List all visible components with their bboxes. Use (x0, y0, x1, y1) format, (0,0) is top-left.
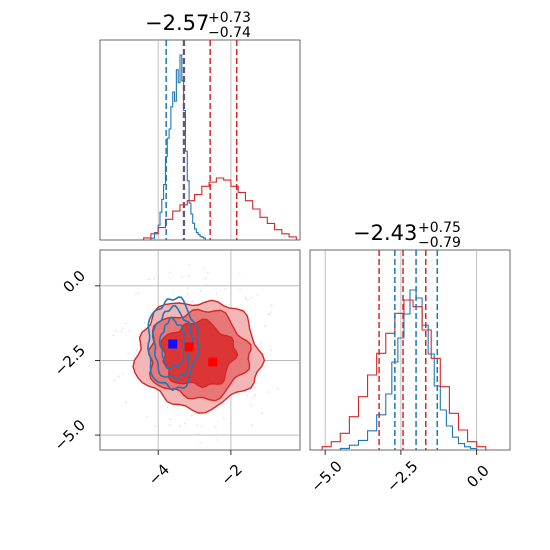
y-tick-label: −5.0 (51, 416, 89, 454)
scatter-point (230, 422, 233, 424)
contour-level-blue-1 (151, 304, 195, 381)
x-tick-label: −5.0 (307, 457, 345, 495)
scatter-point (270, 311, 272, 313)
panel-title-upper: +0.73 (208, 10, 251, 26)
scatter-point (143, 321, 146, 324)
scatter-point (251, 424, 253, 427)
scatter-point (166, 406, 169, 409)
scatter-point (188, 263, 191, 266)
panel-frame (99, 39, 301, 241)
scatter-point (183, 422, 186, 425)
scatter-point (214, 426, 217, 428)
scatter-point (201, 425, 203, 427)
panel-title-lower: −0.74 (208, 25, 251, 41)
panel-top-left: −2.57 +0.73 −0.74 (99, 10, 301, 241)
scatter-point (122, 372, 124, 375)
scatter-point (186, 293, 189, 295)
scatter-point (247, 298, 249, 301)
scatter-point (127, 352, 130, 355)
scatter-point (222, 417, 225, 419)
panel-title-upper: +0.75 (418, 220, 461, 236)
scatter-point (128, 330, 131, 333)
histogram-series-0 (150, 54, 210, 240)
scatter-point (181, 275, 183, 278)
scatter-point (178, 425, 181, 427)
scatter-point (186, 287, 189, 289)
scatter-point (169, 418, 171, 420)
scatter-point (124, 401, 127, 404)
marker-square (168, 339, 178, 349)
scatter-point (118, 375, 120, 377)
histogram-series-1 (313, 299, 490, 450)
scatter-point (254, 387, 257, 389)
scatter-point (260, 341, 262, 343)
scatter-point (276, 387, 279, 390)
scatter-point (270, 349, 272, 352)
scatter-point (216, 439, 219, 441)
x-tick-label: −2 (217, 461, 245, 489)
scatter-point (246, 394, 248, 397)
contour-level-blue-0 (147, 296, 201, 392)
marker-square (208, 357, 218, 367)
scatter-point (125, 322, 127, 325)
scatter-point (250, 296, 253, 299)
scatter-point (268, 391, 270, 393)
panel-bottom-right: −5.0 −2.5 0.0 −2.43 +0.75 −0.79 (307, 220, 511, 496)
x-tick-label: −2.5 (383, 457, 421, 495)
scatter-point (239, 288, 242, 291)
contour-level-blue-2 (158, 316, 187, 370)
scatter-point (238, 272, 241, 275)
scatter-point (260, 370, 262, 372)
scatter-point (153, 278, 156, 280)
scatter-point (264, 325, 267, 327)
scatter-point (121, 327, 124, 330)
scatter-point (191, 300, 194, 303)
scatter-point (199, 442, 201, 444)
scatter-point (203, 267, 205, 270)
scatter-point (114, 379, 116, 382)
y-tick-label: 0.0 (59, 267, 89, 297)
scatter-point (197, 433, 200, 435)
scatter-point (200, 290, 202, 292)
scatter-point (205, 277, 207, 279)
panel-title-value: −2.43 (353, 221, 417, 245)
scatter-point (169, 271, 172, 274)
panel-bottom-left: −4 −2 0.0 −2.5 −5.0 (51, 249, 301, 489)
y-tick-label: −2.5 (51, 341, 89, 379)
scatter-point (249, 404, 252, 407)
scatter-point (146, 415, 148, 418)
scatter-point (114, 330, 117, 332)
scatter-point (207, 271, 209, 274)
histogram-series-0 (331, 289, 481, 450)
scatter-point (187, 275, 190, 278)
scatter-point (191, 414, 193, 417)
x-tick-label: −4 (145, 461, 173, 489)
scatter-point (196, 424, 198, 427)
panel-frame (309, 249, 511, 451)
panel-title-lower: −0.79 (418, 235, 461, 251)
scatter-point (244, 296, 247, 299)
scatter-point (224, 287, 227, 290)
scatter-point (205, 284, 208, 286)
scatter-point (148, 278, 150, 281)
x-tick-label: 0.0 (463, 462, 493, 492)
scatter-point (137, 292, 140, 294)
scatter-point (120, 330, 123, 333)
scatter-point (135, 293, 137, 295)
scatter-point (154, 425, 157, 428)
scatter-point (189, 301, 191, 304)
scatter-point (112, 334, 115, 337)
scatter-point (256, 294, 259, 296)
scatter-point (169, 424, 171, 426)
marker-square (184, 342, 194, 352)
scatter-point (254, 394, 257, 396)
scatter-point (215, 292, 218, 295)
scatter-point (261, 412, 263, 414)
scatter-point (244, 298, 247, 300)
panel-title-value: −2.57 (145, 11, 209, 35)
scatter-point (135, 349, 138, 352)
scatter-point (268, 313, 271, 316)
scatter-point (270, 304, 273, 306)
